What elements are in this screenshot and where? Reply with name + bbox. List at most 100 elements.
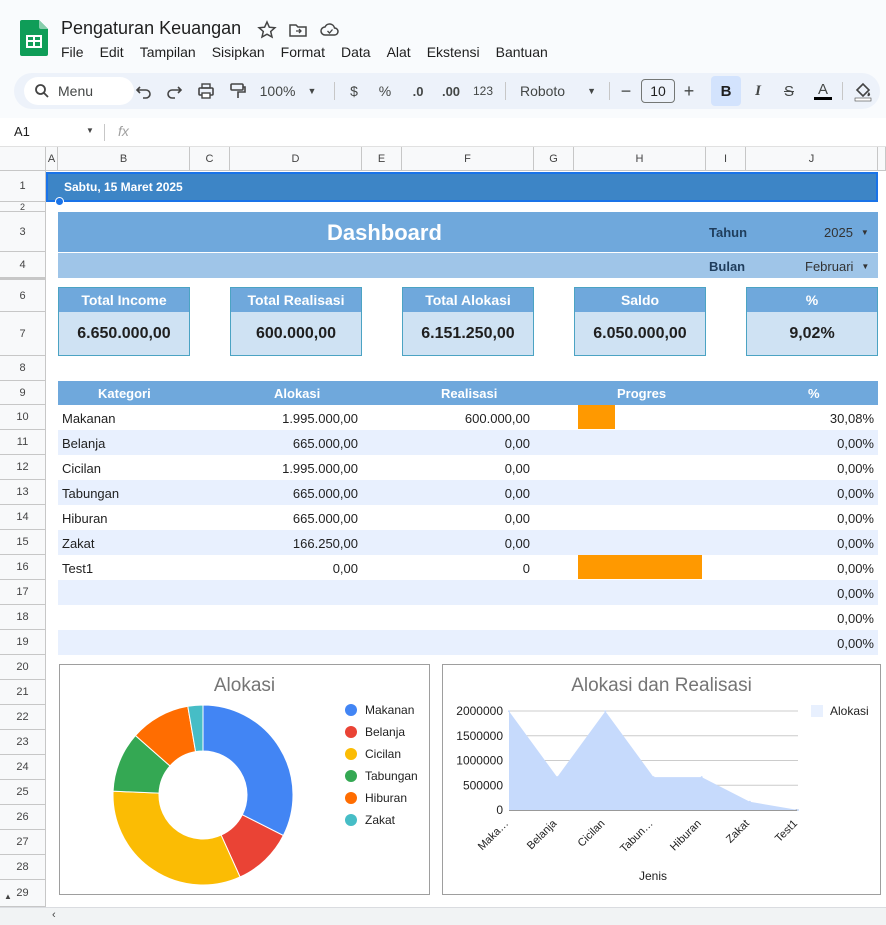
- print-icon[interactable]: [195, 73, 217, 109]
- menu-file[interactable]: File: [61, 44, 84, 60]
- menu-search-button[interactable]: Menu: [24, 77, 134, 105]
- area-point[interactable]: [797, 809, 799, 811]
- increase-decimal-button[interactable]: .00: [441, 83, 461, 99]
- column-header-e[interactable]: E: [362, 147, 402, 171]
- menu-edit[interactable]: Edit: [99, 44, 124, 60]
- row-header[interactable]: 22: [0, 705, 46, 730]
- kpi-total-income[interactable]: Total Income 6.650.000,00: [58, 287, 190, 356]
- paint-format-icon[interactable]: [227, 73, 249, 109]
- year-dropdown[interactable]: 2025 ▼: [824, 225, 869, 240]
- menu-insert[interactable]: Sisipkan: [211, 44, 265, 60]
- table-row[interactable]: Makanan 1.995.000,00 600.000,00 30,08%: [58, 405, 878, 430]
- move-folder-icon[interactable]: [288, 20, 308, 40]
- row-header[interactable]: 16: [0, 555, 46, 580]
- name-box[interactable]: A1: [14, 124, 30, 139]
- row-header[interactable]: 27: [0, 830, 46, 855]
- kpi-saldo[interactable]: Saldo 6.050.000,00: [574, 287, 706, 356]
- row-header[interactable]: 2: [0, 202, 46, 212]
- chevron-down-icon[interactable]: ▼: [86, 126, 94, 135]
- font-select[interactable]: Roboto ▼: [517, 73, 599, 109]
- table-row[interactable]: Zakat 166.250,00 0,00 0,00%: [58, 530, 878, 555]
- table-row[interactable]: 0,00%: [58, 630, 878, 655]
- area-point[interactable]: [604, 710, 607, 713]
- area-point[interactable]: [700, 776, 703, 779]
- column-header-f[interactable]: F: [402, 147, 534, 171]
- row-header[interactable]: 14: [0, 505, 46, 530]
- bold-button[interactable]: B: [711, 76, 741, 106]
- row-header[interactable]: 17: [0, 580, 46, 605]
- row-header[interactable]: 10: [0, 405, 46, 430]
- row-header[interactable]: 21: [0, 680, 46, 705]
- row-header[interactable]: 19: [0, 630, 46, 655]
- column-header-b[interactable]: B: [58, 147, 190, 171]
- pie-slice-zakat[interactable]: [187, 704, 204, 753]
- table-row[interactable]: 0,00%: [58, 580, 878, 605]
- scroll-left-icon[interactable]: ‹: [52, 909, 56, 921]
- column-header-j[interactable]: J: [746, 147, 878, 171]
- row-header[interactable]: 25: [0, 780, 46, 805]
- row-header[interactable]: 29: [0, 880, 46, 907]
- area-point[interactable]: [748, 800, 751, 803]
- pie-slice-cicilan[interactable]: [112, 790, 241, 886]
- menu-help[interactable]: Bantuan: [495, 44, 548, 60]
- row-header[interactable]: 9: [0, 381, 46, 405]
- row-header[interactable]: 28: [0, 855, 46, 880]
- italic-button[interactable]: I: [755, 82, 761, 99]
- menu-format[interactable]: Format: [280, 44, 325, 60]
- scroll-up-icon[interactable]: ▲: [4, 892, 12, 901]
- column-header-a[interactable]: A: [46, 147, 58, 171]
- row-header[interactable]: 26: [0, 805, 46, 830]
- row-header[interactable]: 7: [0, 312, 46, 356]
- row-header[interactable]: 18: [0, 605, 46, 630]
- row-header[interactable]: 11: [0, 430, 46, 455]
- row-header[interactable]: 4: [0, 252, 46, 278]
- row-header[interactable]: 6: [0, 278, 46, 312]
- kpi-total-alokasi[interactable]: Total Alokasi 6.151.250,00: [402, 287, 534, 356]
- increase-font-size-button[interactable]: +: [683, 80, 695, 101]
- kpi-total-realisasi[interactable]: Total Realisasi 600.000,00: [230, 287, 362, 356]
- star-icon[interactable]: [257, 20, 277, 40]
- menu-data[interactable]: Data: [340, 44, 371, 60]
- row-header[interactable]: 23: [0, 730, 46, 755]
- column-header-g[interactable]: G: [534, 147, 574, 171]
- column-header-c[interactable]: C: [190, 147, 230, 171]
- fill-color-icon[interactable]: [852, 73, 874, 109]
- strikethrough-button[interactable]: S: [783, 82, 794, 100]
- month-dropdown[interactable]: Februari ▼: [805, 259, 869, 274]
- kpi-percent[interactable]: % 9,02%: [746, 287, 878, 356]
- menu-view[interactable]: Tampilan: [139, 44, 196, 60]
- currency-button[interactable]: $: [350, 83, 358, 99]
- area-point[interactable]: [556, 776, 559, 779]
- area-chart[interactable]: Alokasi dan Realisasi 2000000 1500000 1000…: [442, 664, 881, 895]
- sheets-logo-icon[interactable]: [20, 20, 48, 56]
- column-header-more[interactable]: [878, 147, 886, 171]
- column-header-h[interactable]: H: [574, 147, 706, 171]
- redo-icon[interactable]: [163, 73, 185, 109]
- row-header[interactable]: 15: [0, 530, 46, 555]
- menu-tools[interactable]: Alat: [386, 44, 411, 60]
- text-color-button[interactable]: A: [812, 73, 834, 109]
- horizontal-scrollbar[interactable]: ‹: [0, 907, 886, 925]
- column-header-i[interactable]: I: [706, 147, 746, 171]
- row-header[interactable]: 1: [0, 171, 46, 202]
- row-header[interactable]: 20: [0, 655, 46, 680]
- selection-handle[interactable]: [55, 197, 64, 206]
- table-row[interactable]: Cicilan 1.995.000,00 0,00 0,00%: [58, 455, 878, 480]
- pie-chart[interactable]: Alokasi Makanan Belanja Cicilan Tabungan Hib…: [59, 664, 430, 895]
- table-row[interactable]: Tabungan 665.000,00 0,00 0,00%: [58, 480, 878, 505]
- pie-slice-makanan[interactable]: [202, 704, 294, 837]
- font-size-input[interactable]: 10: [641, 79, 675, 103]
- cloud-saved-icon[interactable]: [320, 20, 340, 40]
- row-header[interactable]: 8: [0, 356, 46, 381]
- row-header[interactable]: 3: [0, 212, 46, 252]
- table-row[interactable]: 0,00%: [58, 605, 878, 630]
- percent-button[interactable]: %: [378, 83, 392, 99]
- row-header[interactable]: 12: [0, 455, 46, 480]
- area-point[interactable]: [652, 776, 655, 779]
- document-title[interactable]: Pengaturan Keuangan: [61, 18, 242, 38]
- row-header[interactable]: 24: [0, 755, 46, 780]
- select-all-corner[interactable]: [0, 147, 46, 171]
- table-row[interactable]: Hiburan 665.000,00 0,00 0,00%: [58, 505, 878, 530]
- decrease-font-size-button[interactable]: −: [620, 80, 632, 101]
- table-row[interactable]: Belanja 665.000,00 0,00 0,00%: [58, 430, 878, 455]
